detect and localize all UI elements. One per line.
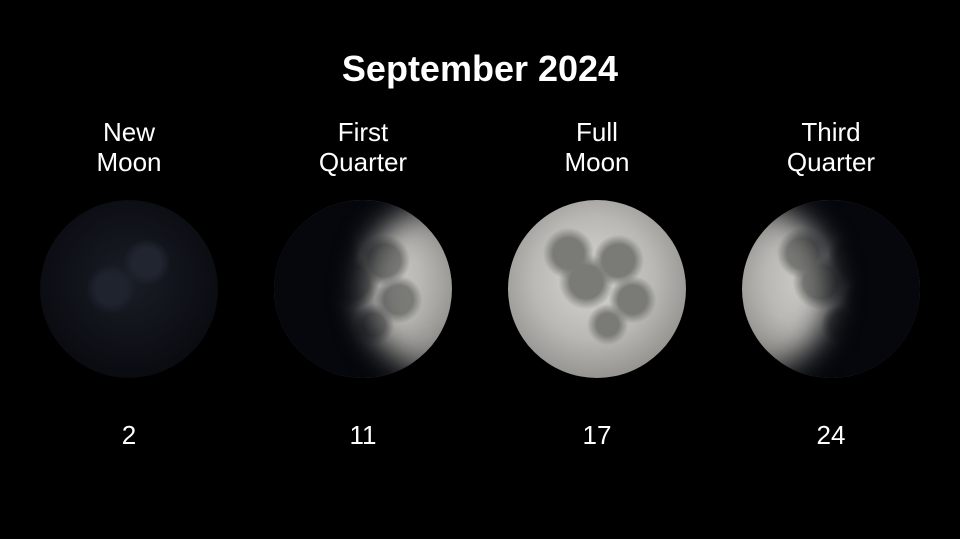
moon-first-quarter-icon [274,200,452,378]
phase-label-third: ThirdQuarter [787,118,875,178]
phase-date-new: 2 [122,420,136,451]
moon-new-icon [40,200,218,378]
moon-phase-infographic: September 2024 NewMoon FirstQuarter Full… [0,0,960,539]
phase-date-full: 17 [583,420,612,451]
phase-date-third: 24 [817,420,846,451]
moon-third-quarter-icon [742,200,920,378]
phase-label-first: FirstQuarter [319,118,407,178]
page-title: September 2024 [0,48,960,90]
phase-date-first: 11 [350,420,377,451]
dates-row: 2 11 17 24 [0,420,960,451]
phase-label-full: FullMoon [564,118,629,178]
phase-label-new: NewMoon [96,118,161,178]
moon-full-icon [508,200,686,378]
moons-row [0,200,960,378]
phase-labels-row: NewMoon FirstQuarter FullMoon ThirdQuart… [0,118,960,178]
